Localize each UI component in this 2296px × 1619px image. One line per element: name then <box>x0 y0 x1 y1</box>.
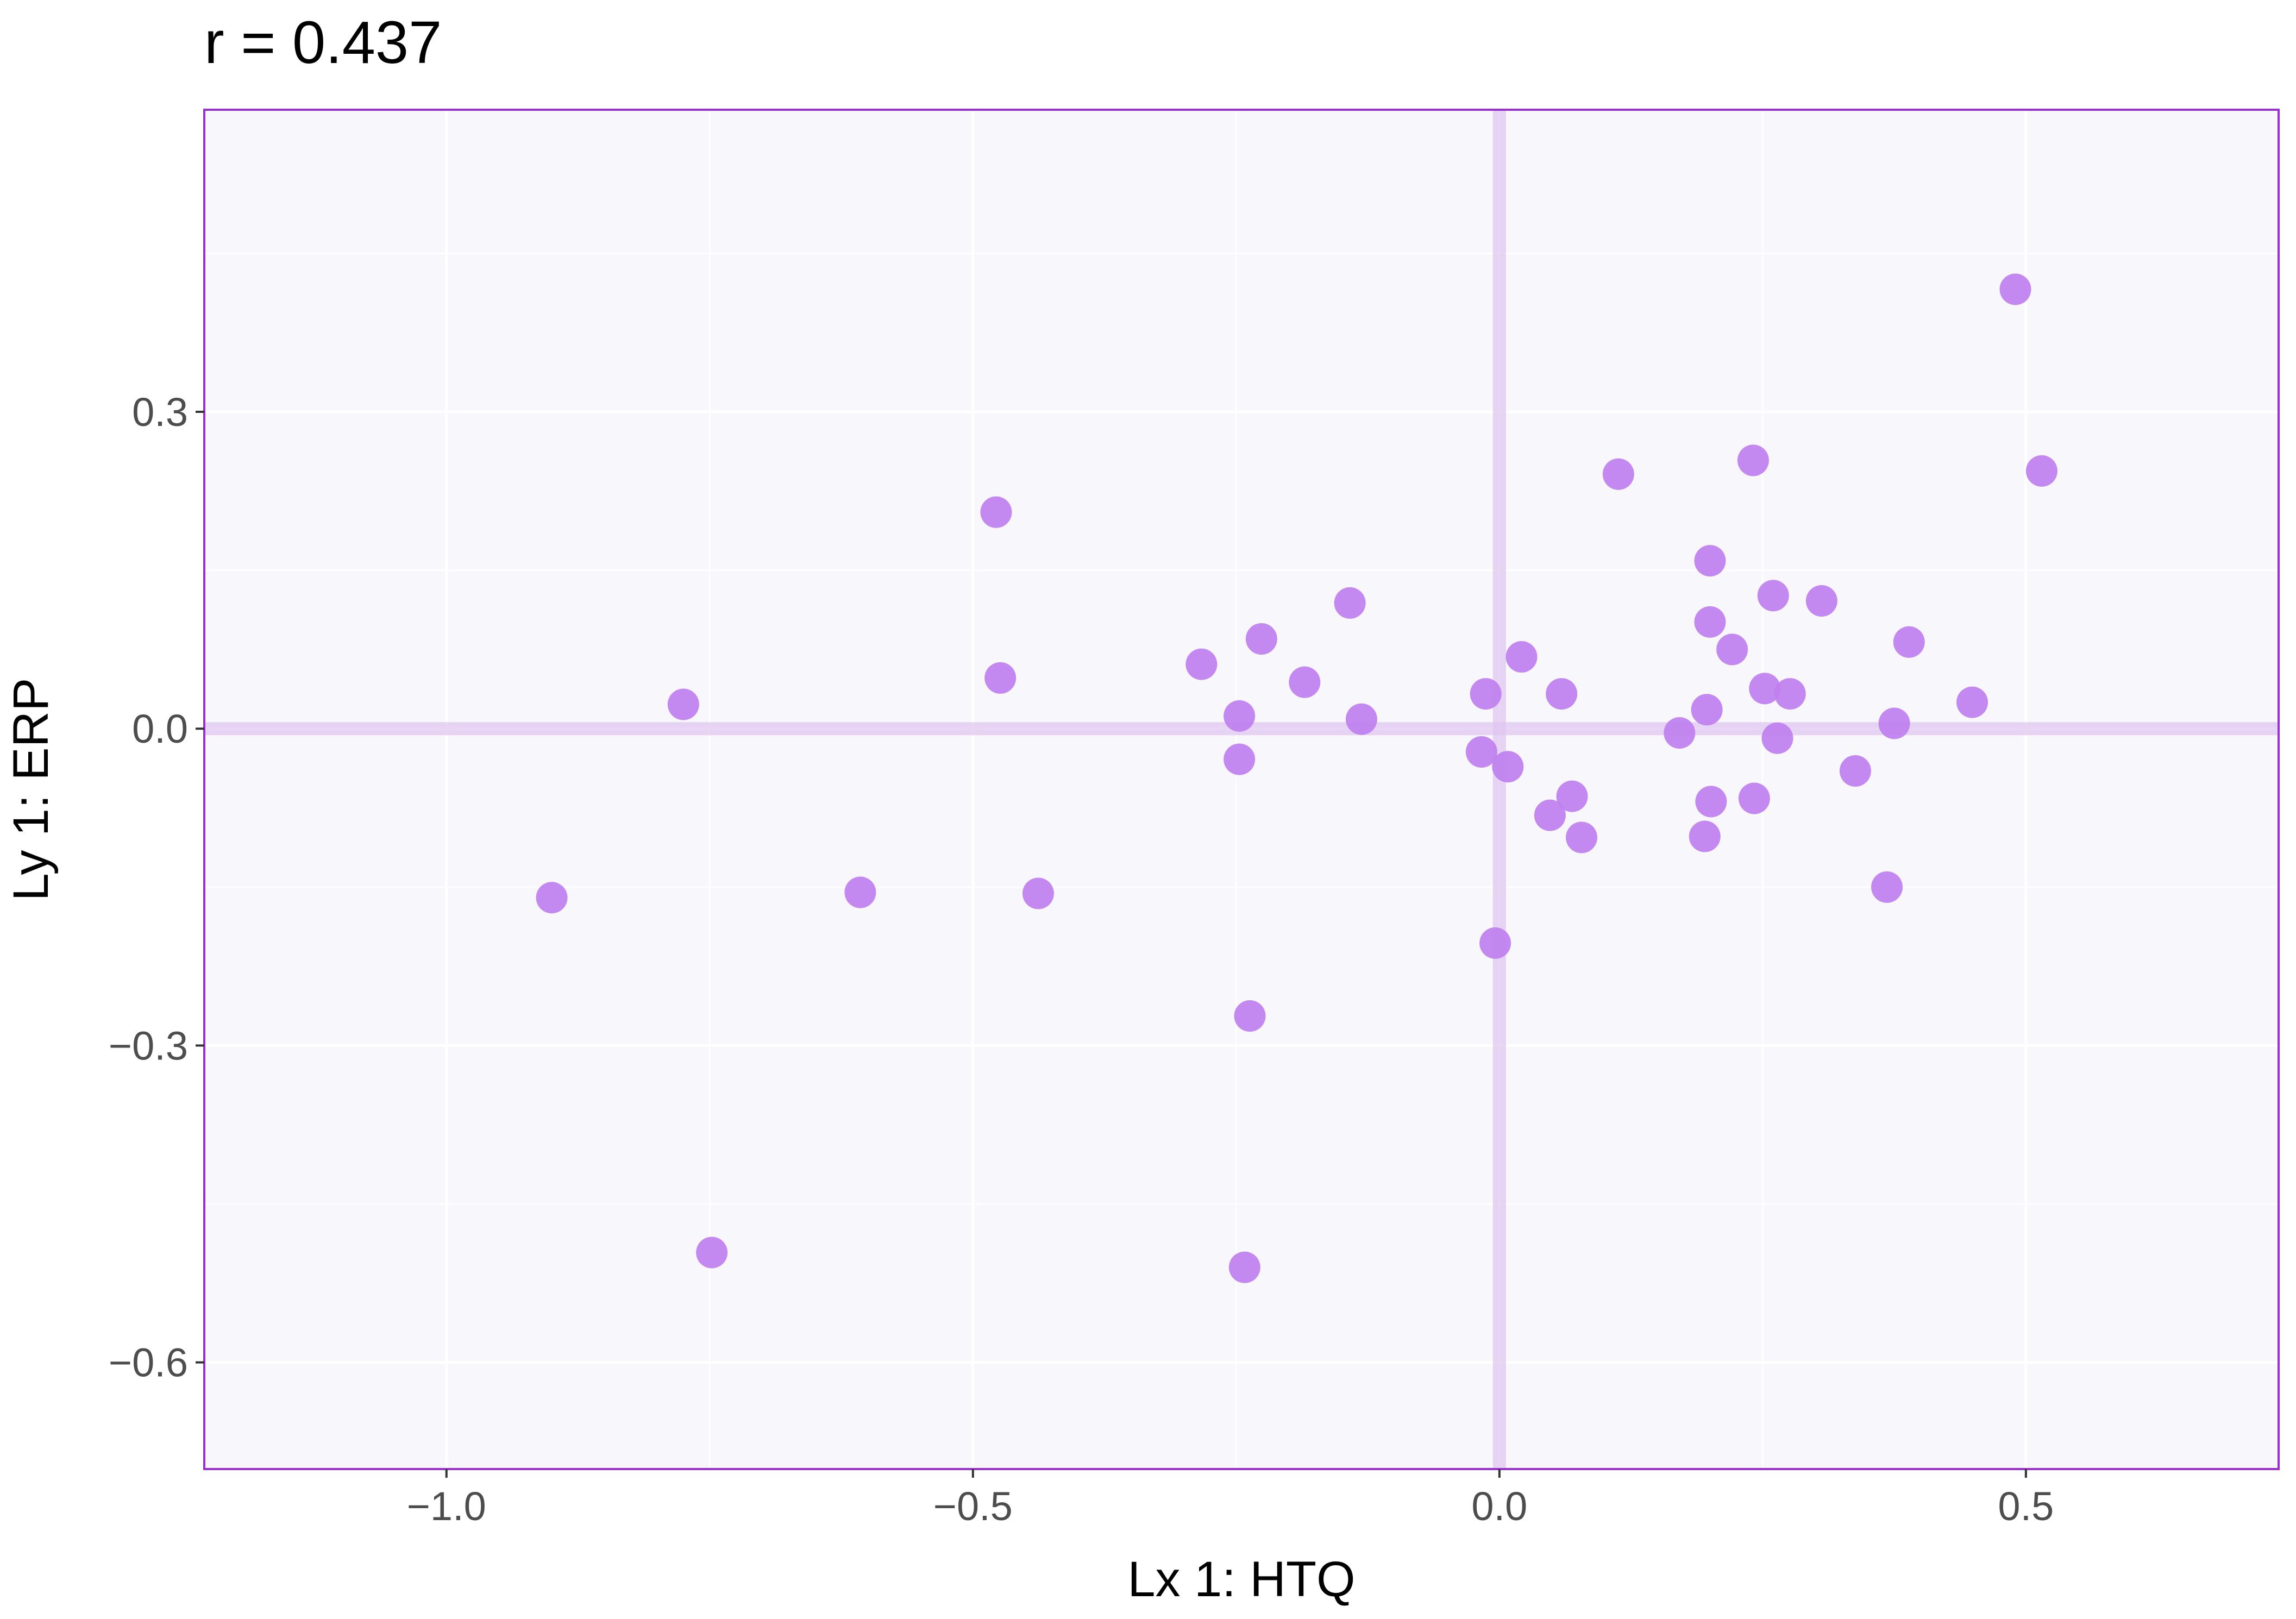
data-point <box>1546 678 1578 710</box>
data-point <box>1224 743 1256 775</box>
data-point <box>1737 444 1769 476</box>
data-point <box>1534 799 1566 831</box>
y-axis-ticks: −0.6 −0.3 0.0 0.3 <box>109 390 204 1385</box>
x-tick-label: 0.0 <box>1471 1484 1527 1529</box>
y-tick-label: 0.0 <box>132 706 188 751</box>
x-axis-title: Lx 1: HTQ <box>1127 1552 1355 1607</box>
data-point <box>844 876 876 908</box>
data-point <box>536 882 568 914</box>
data-point <box>1694 545 1726 577</box>
x-tick-label: 0.5 <box>1998 1484 2054 1529</box>
data-point <box>1716 633 1748 666</box>
data-point <box>1505 641 1538 673</box>
data-point <box>1492 751 1524 783</box>
data-point <box>1749 673 1781 705</box>
y-tick-label: 0.3 <box>132 390 188 435</box>
data-points <box>536 273 2057 1283</box>
data-point <box>1224 700 1256 732</box>
plot-panel <box>204 110 2279 1469</box>
data-point <box>1871 871 1903 903</box>
data-point <box>1694 606 1726 638</box>
data-point <box>1289 666 1321 698</box>
data-point <box>1565 821 1597 854</box>
x-tick-label: −0.5 <box>933 1484 1013 1529</box>
data-point <box>1185 648 1218 680</box>
data-point <box>1691 694 1723 726</box>
data-point <box>1695 786 1727 818</box>
y-tick-label: −0.3 <box>109 1023 188 1068</box>
data-point <box>1556 780 1588 812</box>
data-point <box>1774 678 1806 710</box>
panel-border <box>203 109 2280 1470</box>
x-tick-label: −1.0 <box>407 1484 486 1529</box>
data-point <box>980 496 1012 528</box>
data-point <box>1470 678 1502 710</box>
data-point <box>1805 585 1837 617</box>
data-point <box>1956 686 1988 718</box>
y-axis-title: Ly 1: ERP <box>3 678 59 901</box>
x-axis-ticks: −1.0 −0.5 0.0 0.5 <box>407 1469 2054 1529</box>
data-point <box>1738 782 1770 814</box>
data-point <box>1022 877 1054 909</box>
data-point <box>1602 458 1634 490</box>
data-point <box>1245 623 1277 655</box>
grid-lines <box>204 110 2279 1469</box>
data-point <box>1465 736 1497 768</box>
data-point <box>1334 587 1366 619</box>
chart-title: r = 0.437 <box>204 9 442 76</box>
data-point <box>1689 820 1721 852</box>
data-point <box>984 662 1017 694</box>
data-point <box>1479 927 1511 959</box>
data-point <box>1234 1000 1266 1032</box>
data-point <box>1893 626 1925 658</box>
data-point <box>1757 580 1789 612</box>
data-point <box>1664 717 1696 749</box>
data-point <box>696 1237 728 1269</box>
y-tick-label: −0.6 <box>109 1340 188 1385</box>
data-point <box>2025 455 2057 487</box>
data-point <box>667 688 699 720</box>
data-point <box>1999 273 2031 305</box>
data-point <box>1345 703 1377 735</box>
data-point <box>1228 1251 1260 1283</box>
data-point <box>1878 707 1910 739</box>
data-point <box>1761 722 1793 754</box>
data-point <box>1839 755 1871 787</box>
